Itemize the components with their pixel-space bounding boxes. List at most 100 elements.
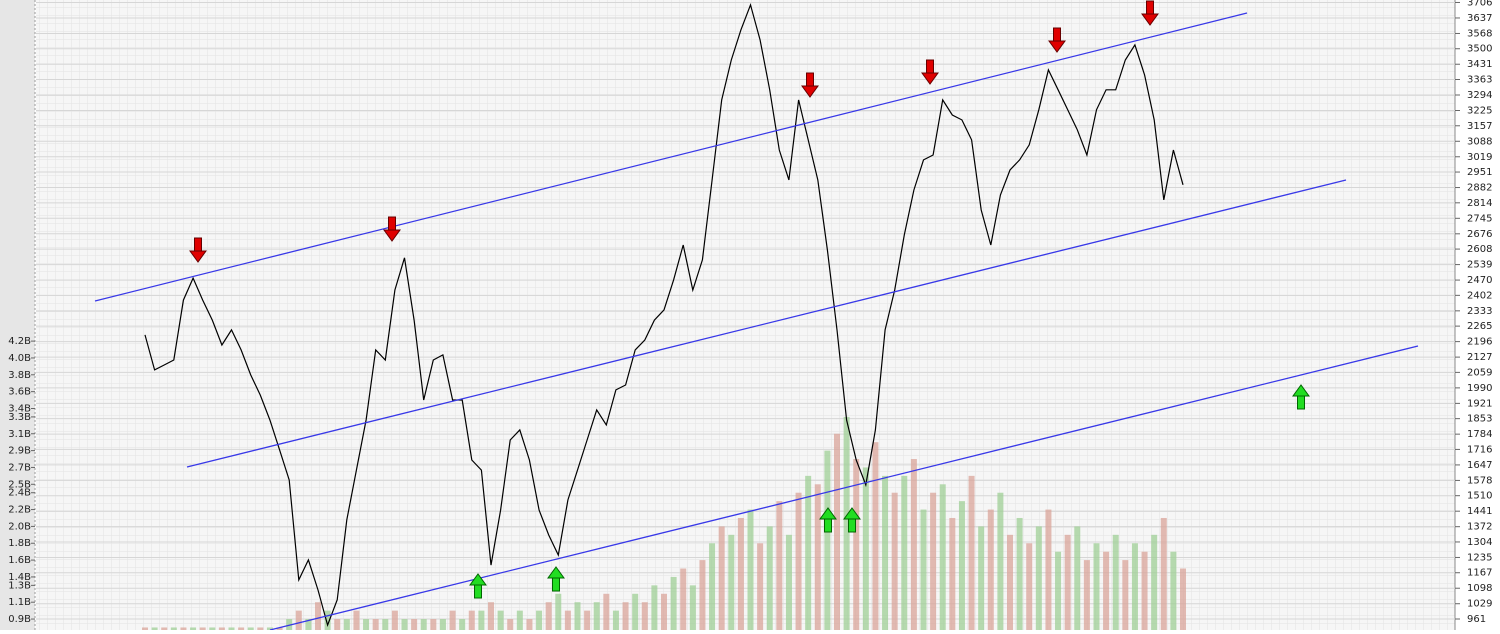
volume-bar [247, 627, 254, 630]
y-tick-label: 3225 [1467, 106, 1492, 117]
volume-bar [142, 627, 148, 630]
volume-bar [363, 619, 370, 630]
volume-bar [1160, 517, 1167, 630]
y-tick-label: 2333 [1467, 306, 1492, 317]
y-tick-label: 1921 [1467, 398, 1492, 409]
volume-bar [814, 484, 821, 630]
volume-bar [737, 517, 744, 630]
y-tick-label: 2882 [1467, 183, 1492, 194]
y2-tick-label: 4.2B [8, 336, 31, 347]
volume-bar [228, 627, 235, 630]
volume-bar [1103, 551, 1110, 630]
volume-bar [584, 610, 591, 630]
volume-bar [401, 619, 408, 630]
volume-bar [622, 602, 629, 630]
y-tick-label: 3431 [1467, 59, 1492, 70]
volume-bar [709, 543, 716, 630]
y-tick-label: 2608 [1467, 244, 1492, 255]
volume-bar [353, 610, 360, 630]
volume-bar [728, 534, 735, 630]
volume-bar [1045, 509, 1052, 630]
volume-bar [497, 610, 504, 630]
volume-bar [449, 610, 456, 630]
y2-tick-label: 3.8B [8, 370, 31, 381]
volume-bar [910, 459, 917, 630]
volume-bar [218, 627, 225, 630]
marks [36, 1, 1455, 630]
volume-bar [305, 619, 312, 630]
volume-bar [699, 560, 706, 630]
y2-tick-label: 3.3B [8, 412, 31, 423]
volume-bar [603, 593, 610, 630]
y-tick-label: 1098 [1467, 583, 1492, 594]
y-tick-label: 2402 [1467, 290, 1492, 301]
volume-bar [1170, 551, 1177, 630]
volume-bar [795, 492, 802, 630]
volume-bar [901, 475, 908, 630]
y-tick-label: 2814 [1467, 198, 1492, 209]
y-tick-label: 2265 [1467, 321, 1492, 332]
volume-bar [680, 568, 687, 630]
y2-tick-label: 2.7B [8, 462, 31, 473]
y-tick-label: 1304 [1467, 537, 1492, 548]
volume-bar [488, 602, 494, 630]
volume-bar [238, 627, 245, 630]
y-tick-label: 3363 [1467, 75, 1492, 86]
volume-bar [1141, 551, 1148, 630]
y-tick-label: 3088 [1467, 136, 1492, 147]
y-tick-label: 2127 [1467, 352, 1492, 363]
y-tick-label: 3157 [1467, 121, 1492, 132]
y-tick-label: 3500 [1467, 44, 1492, 55]
volume-bar [295, 610, 302, 630]
volume-bar [882, 475, 889, 630]
volume-bar [555, 593, 562, 630]
y2-tick-label: 4.0B [8, 353, 31, 364]
y-tick-label: 2745 [1467, 213, 1492, 224]
volume-bar [315, 602, 321, 630]
y-tick-label: 1029 [1467, 599, 1492, 610]
volume-bar [180, 627, 187, 630]
y-tick-label: 3294 [1467, 90, 1492, 101]
y-tick-label: 1990 [1467, 383, 1492, 394]
volume-bar [930, 492, 937, 630]
y2-tick-label: 1.3B [8, 580, 31, 591]
volume-bar [430, 619, 437, 630]
volume-bar [382, 619, 389, 630]
y2-tick-label: 1.8B [8, 538, 31, 549]
y-tick-label: 2059 [1467, 367, 1492, 378]
trend-lines [94, 12, 1419, 631]
trend-line [186, 179, 1347, 468]
volume-bar [199, 627, 206, 630]
y-tick-label: 1578 [1467, 475, 1492, 486]
y-tick-label: 1167 [1467, 568, 1492, 579]
volume-bar [526, 619, 533, 630]
volume-bar [1151, 534, 1158, 630]
y-tick-label: 3019 [1467, 152, 1492, 163]
volume-bar [478, 610, 485, 630]
volume-bar [324, 610, 331, 630]
volume-bar [862, 467, 869, 630]
volume-bar [276, 627, 283, 630]
volume-bar [1122, 560, 1129, 630]
volume-bar [257, 627, 264, 630]
volume-bar [1007, 534, 1013, 630]
volume-bar [1035, 526, 1042, 630]
y2-tick-label: 1.4B [8, 572, 31, 583]
volume-bar [161, 627, 168, 630]
volume-bar [661, 593, 667, 630]
volume-bar [958, 501, 965, 630]
trend-line [94, 12, 1248, 302]
volume-bar [1180, 568, 1186, 630]
y-tick-label: 1235 [1467, 552, 1492, 563]
volume-bar [834, 433, 840, 630]
volume-bar [507, 619, 514, 630]
volume-bar [372, 619, 379, 630]
volume-bar [997, 492, 1004, 630]
y2-tick-label: 2.4B [8, 488, 31, 499]
y2-tick-label: 3.6B [8, 387, 31, 398]
volume-bar [286, 619, 293, 630]
volume-bar [1083, 560, 1090, 630]
volume-bar [536, 610, 543, 630]
